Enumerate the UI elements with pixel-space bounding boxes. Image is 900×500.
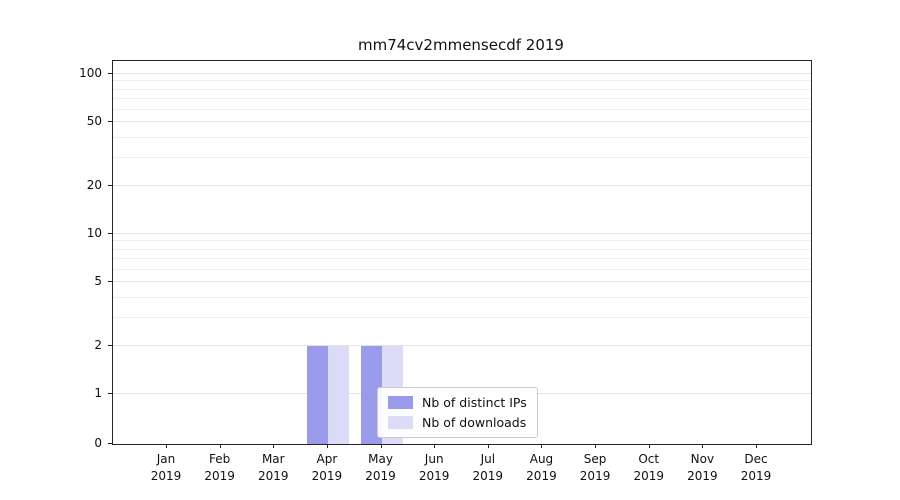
year-label: 2019 bbox=[579, 469, 611, 483]
year-label: 2019 bbox=[472, 469, 504, 483]
x-axis-tick-mark bbox=[273, 444, 275, 448]
year-label: 2019 bbox=[687, 469, 718, 483]
x-axis-tick-label: Feb 2019 bbox=[190, 451, 250, 485]
y-axis-tick-label: 10 bbox=[86, 226, 102, 240]
gridline bbox=[113, 257, 811, 259]
gridline bbox=[113, 156, 811, 158]
plot-area: Nb of distinct IPs Nb of downloads bbox=[112, 60, 812, 445]
x-axis-tick-label: May 2019 bbox=[351, 451, 411, 485]
chart-title: mm74cv2mmensecdf 2019 bbox=[358, 36, 564, 54]
gridline bbox=[113, 73, 811, 74]
legend-label: Nb of distinct IPs bbox=[422, 395, 527, 410]
month-label: Mar bbox=[261, 452, 285, 466]
y-axis-tick-label: 20 bbox=[86, 177, 102, 192]
x-axis-tick-mark bbox=[434, 444, 436, 448]
y-axis-tick-mark bbox=[108, 393, 112, 394]
x-axis-tick-mark bbox=[595, 444, 597, 448]
month-label: Dec bbox=[744, 452, 768, 466]
gridline bbox=[113, 88, 811, 90]
x-axis-tick-mark bbox=[648, 444, 650, 448]
legend-label: Nb of downloads bbox=[422, 415, 527, 430]
y-axis-tick-label: 0 bbox=[94, 436, 102, 450]
gridline bbox=[113, 97, 811, 99]
legend-swatch-icon bbox=[388, 396, 413, 409]
x-axis-tick-label: Nov 2019 bbox=[672, 451, 732, 485]
gridline bbox=[113, 233, 811, 234]
legend-entry: Nb of downloads bbox=[388, 415, 527, 430]
gridline bbox=[113, 121, 811, 123]
month-label: Sep bbox=[583, 452, 607, 466]
y-axis-tick-mark bbox=[108, 233, 112, 234]
bar-distinct-ips bbox=[360, 345, 382, 444]
gridline bbox=[113, 80, 811, 82]
year-label: 2019 bbox=[365, 469, 396, 483]
month-label: Aug bbox=[529, 452, 554, 466]
month-label: Jul bbox=[480, 452, 496, 466]
x-axis-tick-mark bbox=[541, 444, 543, 448]
x-axis-tick-label: Jan 2019 bbox=[136, 451, 196, 485]
y-axis-tick-label: 50 bbox=[86, 114, 102, 129]
y-axis-tick-label: 1 bbox=[94, 386, 102, 400]
x-axis-tick-mark bbox=[756, 444, 757, 448]
month-label: Nov bbox=[690, 452, 715, 466]
x-axis-tick-label: Jun 2019 bbox=[404, 451, 464, 485]
y-axis-tick-mark bbox=[108, 73, 112, 74]
y-axis-tick-mark bbox=[108, 281, 112, 283]
year-label: 2019 bbox=[633, 469, 664, 483]
y-axis-tick-label: 5 bbox=[94, 274, 102, 289]
y-axis-tick-label: 100 bbox=[79, 66, 102, 80]
x-axis-tick-label: Aug 2019 bbox=[511, 451, 571, 485]
year-label: 2019 bbox=[740, 469, 772, 483]
x-axis-tick-mark bbox=[487, 444, 489, 448]
month-label: Feb bbox=[209, 452, 231, 466]
x-axis-tick-label: Dec 2019 bbox=[726, 451, 786, 485]
month-label: Jun bbox=[424, 452, 444, 466]
y-axis-tick-label: 2 bbox=[94, 337, 102, 352]
y-axis-tick-mark bbox=[108, 184, 112, 186]
month-label: Oct bbox=[638, 452, 660, 466]
gridline bbox=[113, 184, 811, 186]
gridline bbox=[113, 296, 811, 298]
month-label: Apr bbox=[316, 452, 338, 466]
x-axis-tick-label: Mar 2019 bbox=[243, 451, 303, 485]
year-label: 2019 bbox=[257, 469, 289, 483]
y-axis-tick-mark bbox=[108, 344, 112, 346]
gridline bbox=[113, 344, 811, 346]
y-axis-tick-mark bbox=[108, 121, 112, 123]
gridline bbox=[113, 268, 811, 270]
year-label: 2019 bbox=[526, 469, 557, 483]
y-axis-tick-mark bbox=[108, 443, 112, 444]
legend-swatch-icon bbox=[388, 416, 413, 429]
gridline bbox=[113, 108, 811, 110]
x-axis-tick-mark bbox=[702, 444, 704, 448]
month-label: Jan bbox=[156, 452, 176, 466]
month-label: May bbox=[368, 452, 393, 466]
gridline bbox=[113, 316, 811, 318]
x-axis-tick-mark bbox=[166, 444, 167, 448]
year-label: 2019 bbox=[204, 469, 235, 483]
x-axis-tick-label: Sep 2019 bbox=[565, 451, 625, 485]
x-axis-tick-label: Apr 2019 bbox=[297, 451, 357, 485]
year-label: 2019 bbox=[418, 469, 450, 483]
bar-distinct-ips bbox=[306, 345, 328, 444]
legend: Nb of distinct IPs Nb of downloads bbox=[377, 387, 538, 438]
bar-downloads bbox=[327, 345, 349, 444]
x-axis-tick-label: Jul 2019 bbox=[458, 451, 518, 485]
legend-entry: Nb of distinct IPs bbox=[388, 395, 527, 410]
gridline bbox=[113, 240, 811, 242]
x-axis-tick-mark bbox=[380, 444, 382, 448]
year-label: 2019 bbox=[150, 469, 182, 483]
gridline bbox=[113, 248, 811, 250]
x-axis-tick-label: Oct 2019 bbox=[619, 451, 679, 485]
x-axis-tick-mark bbox=[219, 444, 221, 448]
x-axis-tick-mark bbox=[326, 444, 328, 448]
gridline bbox=[113, 136, 811, 138]
year-label: 2019 bbox=[311, 469, 343, 483]
gridline bbox=[113, 281, 811, 283]
